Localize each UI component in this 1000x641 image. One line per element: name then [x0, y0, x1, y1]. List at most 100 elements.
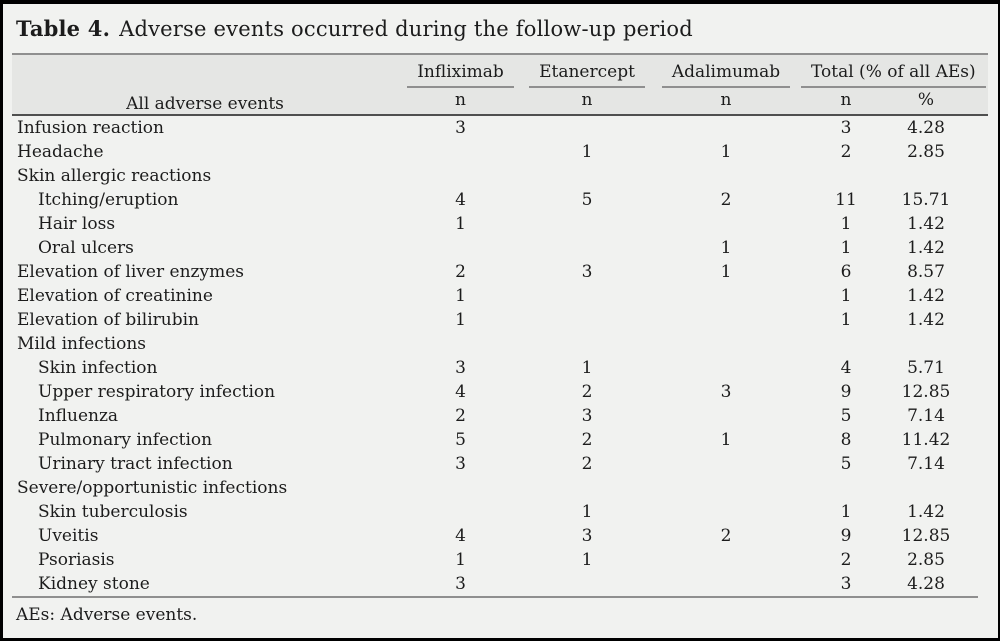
total-pct: 12.85: [901, 382, 951, 402]
row-spacer: [961, 332, 988, 356]
row-spacer: [961, 236, 988, 260]
total-pct: 15.71: [901, 190, 951, 210]
adalimumab-n: [651, 115, 801, 140]
etanercept-n: 2: [581, 430, 593, 450]
table-row: Skin infection 3 1 4 5.71: [12, 356, 988, 380]
total-pct: 1.42: [907, 502, 945, 522]
footnote-divider: [12, 596, 978, 598]
row-spacer: [961, 140, 988, 164]
total-n: 1: [840, 286, 852, 306]
etanercept-n: [523, 212, 651, 236]
infliximab-n: [398, 500, 523, 524]
column-header-adalimumab: Adalimumab: [651, 54, 801, 88]
table-row: Oral ulcers 1 1 1.42: [12, 236, 988, 260]
subheader-adalimumab-n: n: [651, 88, 801, 115]
total-n: 9: [840, 382, 852, 402]
infliximab-n: 4: [455, 190, 466, 210]
table-header: All adverse events Infliximab Etanercept…: [12, 54, 989, 115]
adalimumab-label: Adalimumab: [661, 62, 791, 88]
subheader-etanercept-n: n: [523, 88, 651, 115]
adalimumab-n: [651, 404, 801, 428]
infliximab-n: 4: [455, 526, 466, 546]
row-spacer: [961, 115, 988, 140]
adalimumab-n: [651, 164, 801, 188]
table-number: Table 4.: [16, 16, 111, 41]
row-spacer: [961, 428, 988, 452]
total-pct: 4.28: [907, 574, 945, 594]
total-n: 9: [840, 526, 852, 546]
adalimumab-n: 2: [720, 526, 732, 546]
total-pct: 12.85: [901, 526, 951, 546]
row-spacer: [961, 212, 988, 236]
etanercept-n: 2: [581, 382, 593, 402]
event-label: Uveitis: [38, 526, 99, 546]
infliximab-n: 3: [455, 358, 466, 378]
table-caption: Adverse events occurred during the follo…: [119, 16, 693, 41]
total-pct: [891, 164, 961, 188]
etanercept-n: 3: [581, 406, 593, 426]
event-label: Skin tuberculosis: [38, 502, 188, 522]
infliximab-n: [398, 164, 523, 188]
etanercept-n: [523, 308, 651, 332]
etanercept-n: [523, 476, 651, 500]
adalimumab-n: [651, 356, 801, 380]
header-spacer: [961, 54, 989, 88]
etanercept-n: 1: [581, 142, 593, 162]
table-row: Infusion reaction 3 3 4.28: [12, 115, 988, 140]
total-n: 8: [840, 430, 852, 450]
adalimumab-n: [651, 308, 801, 332]
total-pct: 4.28: [907, 118, 945, 138]
subheader-infliximab-n: n: [398, 88, 523, 115]
total-pct: 7.14: [907, 406, 945, 426]
adalimumab-n: [651, 284, 801, 308]
infliximab-n: 3: [455, 454, 466, 474]
total-n: 1: [840, 310, 852, 330]
adverse-events-grid: All adverse events Infliximab Etanercept…: [12, 53, 989, 596]
column-header-total: Total (% of all AEs): [801, 54, 986, 88]
event-label: Hair loss: [38, 214, 116, 234]
total-n: 3: [840, 118, 852, 138]
infliximab-n: 4: [455, 382, 466, 402]
adalimumab-n: [651, 500, 801, 524]
infliximab-n: 3: [455, 574, 466, 594]
event-label: Upper respiratory infection: [38, 382, 276, 402]
row-spacer: [961, 308, 988, 332]
total-n: 5: [840, 406, 852, 426]
total-n: 4: [840, 358, 852, 378]
etanercept-label: Etanercept: [529, 62, 645, 88]
row-spacer: [961, 500, 988, 524]
column-header-etanercept: Etanercept: [523, 54, 651, 88]
event-label: Mild infections: [17, 334, 147, 354]
total-n: 2: [840, 550, 852, 570]
infliximab-label: Infliximab: [407, 62, 514, 88]
etanercept-n: [523, 164, 651, 188]
adalimumab-n: [651, 476, 801, 500]
total-n: 5: [840, 454, 852, 474]
etanercept-n: [523, 115, 651, 140]
adalimumab-n: 1: [720, 262, 732, 282]
total-pct: 5.71: [907, 358, 945, 378]
header-spacer: [961, 88, 989, 115]
total-pct: 2.85: [907, 142, 945, 162]
adalimumab-n: [651, 212, 801, 236]
infliximab-n: [398, 332, 523, 356]
event-label: Influenza: [38, 406, 119, 426]
row-spacer: [961, 572, 988, 596]
adalimumab-n: 3: [720, 382, 732, 402]
adalimumab-n: [651, 332, 801, 356]
etanercept-n: 1: [581, 502, 593, 522]
table-row: Psoriasis 1 1 2 2.85: [12, 548, 988, 572]
table-row: Influenza 2 3 5 7.14: [12, 404, 988, 428]
adalimumab-n: 1: [720, 238, 732, 258]
column-header-infliximab: Infliximab: [398, 54, 523, 88]
total-n: [801, 476, 891, 500]
table-row: Headache 1 1 2 2.85: [12, 140, 988, 164]
infliximab-n: [398, 236, 523, 260]
row-spacer: [961, 188, 988, 212]
table-row: Upper respiratory infection 4 2 3 9 12.85: [12, 380, 988, 404]
table-row: Urinary tract infection 3 2 5 7.14: [12, 452, 988, 476]
etanercept-n: [523, 332, 651, 356]
table-group-row: Skin allergic reactions: [12, 164, 988, 188]
event-label: Oral ulcers: [38, 238, 134, 258]
table-footnote: AEs: Adverse events.: [16, 605, 198, 625]
